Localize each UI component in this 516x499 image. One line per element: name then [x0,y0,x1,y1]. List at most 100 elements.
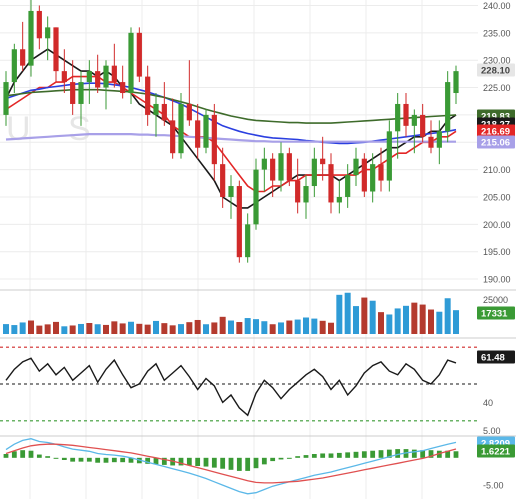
macd-histogram-bar [395,449,401,458]
macd-histogram-bar [161,457,167,465]
candle-body [286,153,292,181]
candle-body [153,103,159,115]
candle-body [311,158,317,187]
candle-body [228,186,234,197]
volume-bar [361,297,368,334]
macd-histogram-bar [311,454,317,458]
volume-bar [244,318,251,334]
volume-bar [219,316,226,334]
candle-body [53,27,59,72]
macd-histogram-bar [328,453,334,458]
macd-histogram-bar [361,451,367,458]
rsi-badge: 61.48 [477,350,515,364]
volume-bar [19,322,26,334]
candle-body [128,32,134,94]
macd-histogram-bar [195,457,201,466]
ma-red-badge-text: 216.69 [481,127,510,138]
volume-bar [153,320,159,334]
price-tick-label: 235.00 [483,28,511,38]
candle-body [20,49,26,66]
volume-panel [3,292,459,334]
price-tick-label: 205.00 [483,192,511,202]
price-tick-label: 240.00 [483,1,511,11]
candle-body [328,164,334,203]
candle-body [186,103,192,121]
volume-badge-background [477,306,515,320]
candle-body [11,49,17,83]
price-tick-label: 210.00 [483,165,511,175]
candle-body [270,158,276,181]
macd-histogram-bar [320,453,326,458]
macd-histogram-bar [286,457,292,459]
macd-histogram-bar [253,457,259,469]
macd-tick-label: -5.00 [483,481,504,491]
volume-bar [369,300,376,334]
volume-bar [344,292,351,334]
candle-body [178,103,184,154]
volume-bar [436,311,443,334]
candle-body [203,114,209,148]
candle-body [3,82,9,115]
macd-histogram-bar [70,457,76,462]
candle-body [386,131,392,181]
rsi-line [5,357,457,417]
macd-badge-text: 2.8209 [481,439,510,450]
volume-bar [3,324,9,334]
candle-body [253,169,259,225]
candle-body [36,10,42,39]
candle-body [211,114,217,165]
volume-badge: 17331 [477,306,515,320]
macd-tick-label: 5.00 [483,426,501,436]
watermark: U S [6,110,105,148]
candle-body [170,120,176,154]
volume-badge-text: 17331 [481,309,508,320]
candle-body [28,10,34,66]
volume-bar [378,312,384,334]
volume-bar [144,324,151,334]
candle-body [361,158,367,192]
candle-body [411,114,417,126]
candle-body [95,71,101,88]
macd-histogram-bar [28,450,34,458]
volume-bar [253,319,259,334]
macd-line [5,438,457,495]
ma-red-badge-background [477,124,515,138]
last-price-badge: 228.10 [477,63,515,77]
volume-bar [128,321,134,334]
volume-bar [136,323,143,334]
price-tick-label: 230.00 [483,56,511,66]
volume-bar [11,325,18,334]
volume-bar [194,319,201,334]
volume-bar [44,324,51,334]
candle-body [420,114,426,137]
volume-bar [261,321,268,334]
macd-histogram-bar [11,451,17,458]
candle-body [145,76,151,115]
volume-bar [336,294,343,334]
volume-bar [186,322,193,334]
candle-body [103,65,109,88]
macd-histogram-bar [145,457,151,464]
macd-histogram-bar [153,457,159,465]
volume-bar [278,322,284,334]
volume-bar [303,317,309,334]
volume-bar [319,320,326,334]
volume-bar [444,298,451,334]
volume-bar [169,325,176,334]
volume-bar [353,306,359,334]
volume-bar [394,308,401,334]
volume-bar [453,310,459,334]
macd-histogram-bar [436,450,442,458]
macd-signal-badge-background [477,444,515,458]
candle-body [353,158,359,176]
candle-body [345,175,351,197]
candle-body [120,82,126,94]
candle-body [378,164,384,181]
volume-bar [228,320,234,334]
macd-signal-badge: 1.6221 [477,444,515,458]
macd-histogram-bar [261,457,267,465]
candle-body [320,158,326,165]
volume-bar [328,322,334,334]
volume-bar [94,324,101,334]
